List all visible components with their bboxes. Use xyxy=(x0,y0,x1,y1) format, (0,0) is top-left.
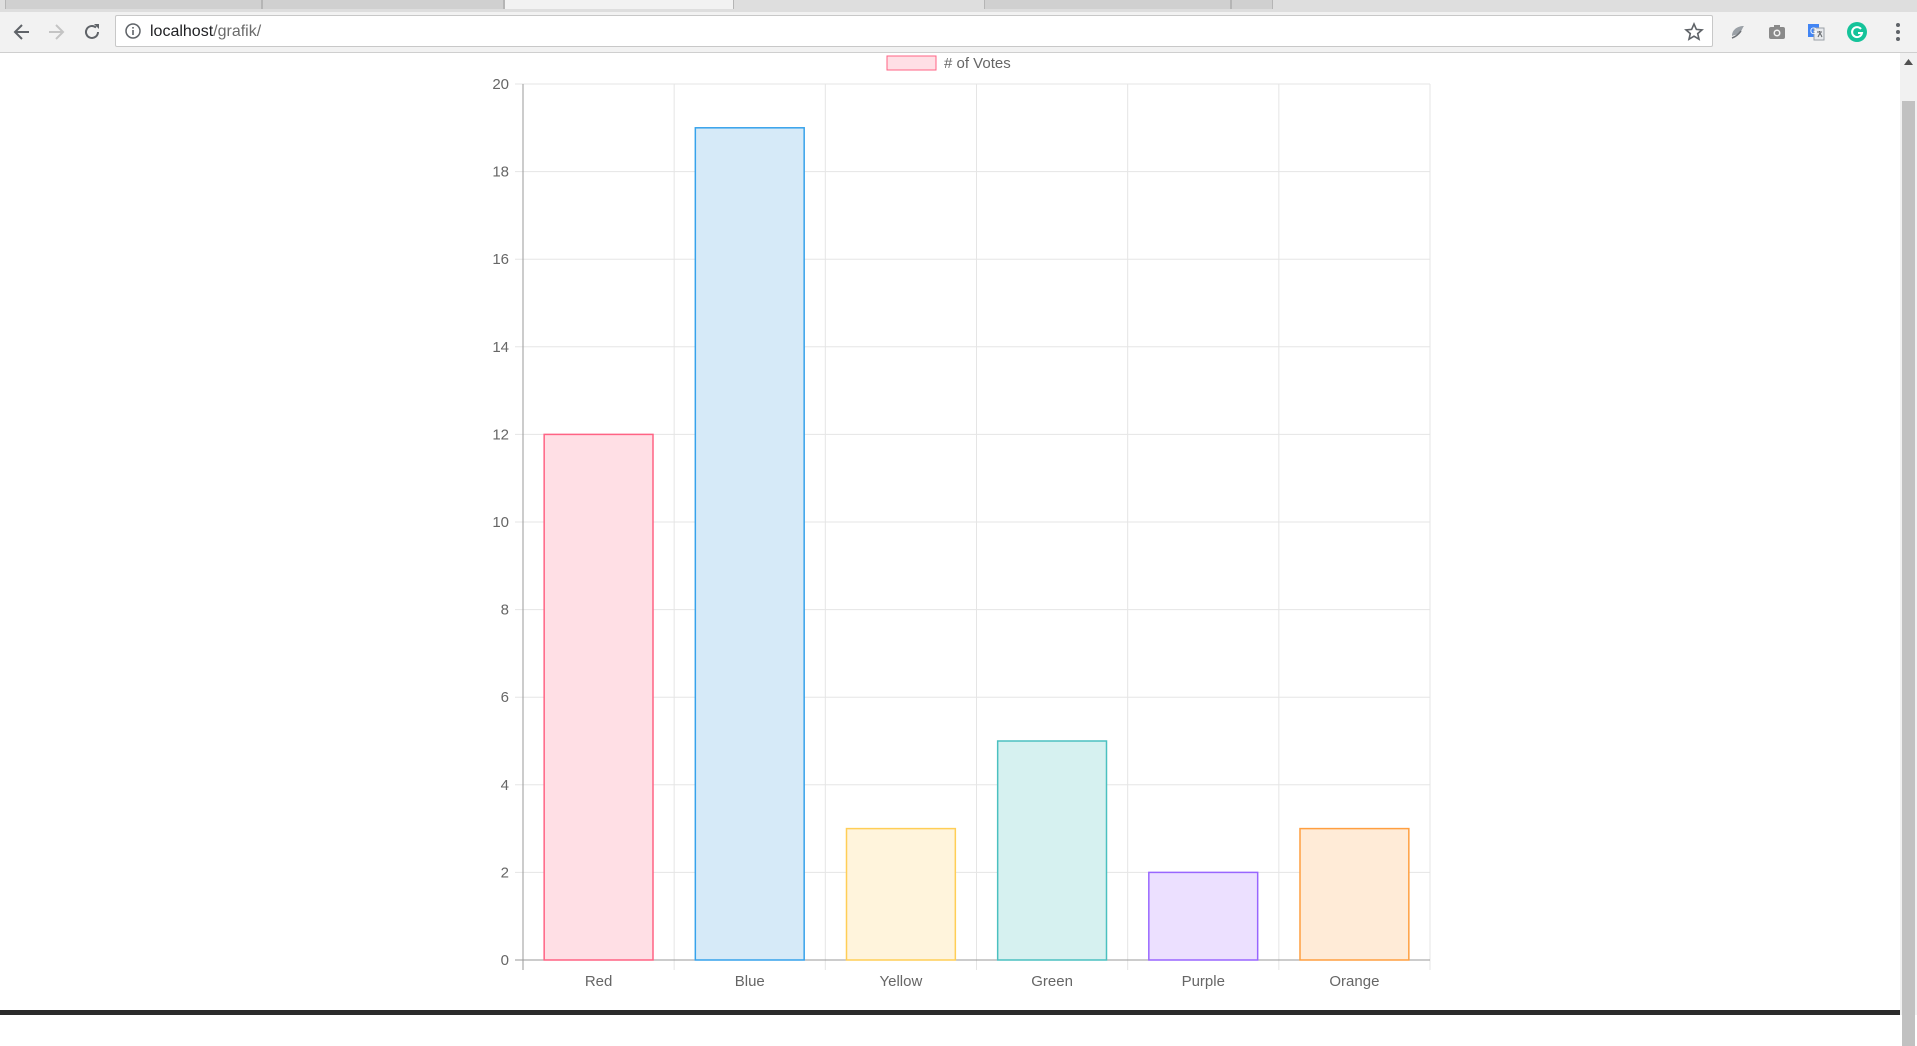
address-bar[interactable]: localhost/grafik/ xyxy=(115,15,1713,47)
legend-swatch[interactable] xyxy=(886,55,937,71)
camera-icon[interactable] xyxy=(1765,20,1789,44)
legend[interactable]: # of Votes xyxy=(886,55,1011,72)
x-tick-label: Green xyxy=(1031,973,1073,990)
url-text[interactable]: localhost/grafik/ xyxy=(150,23,261,41)
x-tick-label: Yellow xyxy=(880,973,923,990)
translate-icon[interactable]: G xyxy=(1804,20,1828,44)
y-tick-label: 10 xyxy=(492,514,509,531)
x-tick-labels: Red Blue Yellow Green Purple Orange xyxy=(585,973,1380,990)
bar-orange[interactable] xyxy=(1299,827,1410,961)
y-tick-label: 16 xyxy=(492,251,509,268)
url-path: /grafik/ xyxy=(213,23,262,40)
vertical-scrollbar[interactable] xyxy=(1900,53,1917,1046)
url-host: localhost xyxy=(150,23,214,40)
svg-text:G: G xyxy=(1810,26,1817,36)
window-bottom-edge xyxy=(0,1010,1900,1015)
grammarly-icon[interactable] xyxy=(1845,20,1869,44)
x-tick-label: Red xyxy=(585,973,613,990)
tab[interactable] xyxy=(984,0,1231,9)
scroll-up-arrow-icon[interactable] xyxy=(1900,53,1917,70)
y-tick-label: 20 xyxy=(492,76,509,93)
x-tick-label: Orange xyxy=(1329,973,1379,990)
star-icon[interactable] xyxy=(1684,22,1704,47)
tab-active[interactable] xyxy=(504,0,734,9)
legend-label[interactable]: # of Votes xyxy=(944,55,1011,72)
y-tick-label: 2 xyxy=(501,864,509,881)
extension-icon[interactable] xyxy=(1726,20,1750,44)
tab[interactable] xyxy=(262,0,504,9)
y-tick-label: 6 xyxy=(501,689,509,706)
bar-yellow[interactable] xyxy=(845,827,957,961)
y-tick-label: 8 xyxy=(501,602,509,619)
y-tick-label: 4 xyxy=(501,777,509,794)
y-tick-label: 14 xyxy=(492,339,509,356)
y-tick-label: 18 xyxy=(492,164,509,181)
vertical-gridlines xyxy=(522,84,1431,970)
forward-arrow-icon[interactable] xyxy=(42,18,70,46)
bar-purple[interactable] xyxy=(1148,871,1259,961)
x-tick-label: Purple xyxy=(1182,973,1225,990)
x-tick-label: Blue xyxy=(735,973,765,990)
scrollbar-thumb[interactable] xyxy=(1902,101,1915,1046)
axes xyxy=(522,84,1430,961)
y-tick-labels: 0 2 4 6 8 10 12 14 16 18 20 xyxy=(492,76,509,969)
bar-green[interactable] xyxy=(996,740,1108,961)
kebab-menu-icon[interactable] xyxy=(1886,20,1910,44)
bars xyxy=(543,127,1410,961)
tab-strip xyxy=(0,0,1917,12)
y-tick-label: 12 xyxy=(492,426,509,443)
browser-toolbar: localhost/grafik/ G xyxy=(0,12,1917,53)
bar-blue[interactable] xyxy=(694,127,805,961)
reload-icon[interactable] xyxy=(78,18,106,46)
info-icon[interactable] xyxy=(125,23,141,44)
bar-red[interactable] xyxy=(543,433,654,961)
tab[interactable] xyxy=(5,0,262,9)
bar-chart: 0 2 4 6 8 10 12 14 16 18 20 Red Blue Yellow Green Purp… xyxy=(492,55,1431,990)
back-arrow-icon[interactable] xyxy=(8,18,36,46)
y-tick-label: 0 xyxy=(501,952,509,969)
new-tab-button[interactable] xyxy=(1231,0,1273,9)
